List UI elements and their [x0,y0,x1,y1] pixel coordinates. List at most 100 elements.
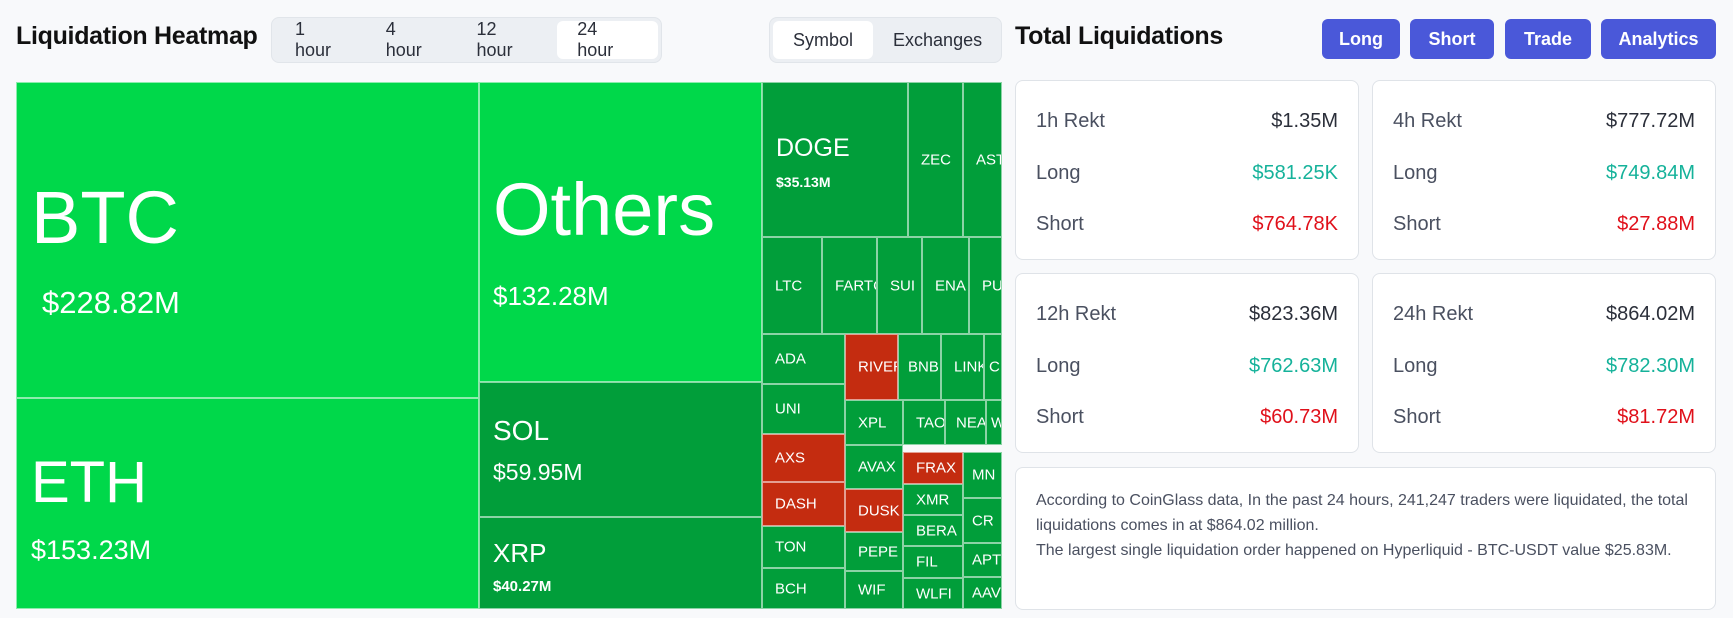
tab-1-hour[interactable]: 1 hour [295,19,332,60]
tile-wif[interactable]: WIF [845,571,903,609]
stats-row-long: Long $782.30M [1393,355,1695,378]
tile-value: $153.23M [31,535,152,565]
tab-12-hour[interactable]: 12 hour [476,19,513,60]
tile-fil[interactable]: FIL [903,546,963,578]
tile-symbol: SUI [890,277,916,294]
tile-sui[interactable]: SUI [877,237,922,334]
stats-value: $749.84M [1606,162,1695,184]
stats-row-short: Short $27.88M [1393,213,1695,236]
tab-exchanges[interactable]: Exchanges [893,29,983,50]
tile-symbol: AVAX [858,458,896,476]
tile-symbol: DASH [775,495,817,513]
stats-label: Short [1036,406,1084,428]
stats-card-4h: 4h Rekt $777.72M Long $749.84M Short $27.88… [1372,80,1716,260]
tile-symbol: NEA [956,414,986,431]
tile-symbol: MN [972,466,996,484]
stats-value: $27.88M [1617,213,1695,235]
tab-symbol[interactable]: Symbol [773,21,874,59]
tile-frax[interactable]: FRAX [903,452,963,484]
tile-bera[interactable]: BERA [903,515,963,546]
tile-pepe[interactable]: PEPE [845,532,903,571]
tile-value: $40.27M [493,578,552,595]
tile-symbol: W [991,414,1001,431]
tile-symbol: APT [972,551,1002,569]
tile-zec[interactable]: ZEC [908,82,963,237]
tile-axs[interactable]: AXS [762,434,845,482]
tile-symbol: XPL [858,414,887,431]
tile-symbol: AST [976,151,1001,168]
stats-label: Short [1393,406,1441,428]
tile-symbol: ETH [31,450,147,515]
tab-24-hour[interactable]: 24 hour [557,19,658,60]
stats-card-24h: 24h Rekt $864.02M Long $782.30M Short $81.7… [1372,273,1716,453]
stats-value: $762.63M [1249,355,1338,377]
tile-link[interactable]: LINK [941,334,984,400]
tile-btc[interactable]: BTC $228.82M [16,82,479,398]
tile-ton[interactable]: TON [762,526,845,568]
tile-ltc[interactable]: LTC [762,237,822,334]
tile-uni[interactable]: UNI [762,384,845,434]
tile-symbol: TON [775,538,807,556]
tile-dash[interactable]: DASH [762,482,845,526]
tab-4-hour[interactable]: 4 hour [385,19,422,60]
tile-symbol: UNI [775,400,801,418]
analytics-button[interactable]: Analytics [1601,19,1716,59]
stats-value: $782.30M [1606,355,1695,377]
tile-ast[interactable]: AST [963,82,1002,237]
stats-label: 4h Rekt [1393,110,1462,132]
tile-aav[interactable]: AAV [963,577,1002,609]
tile-cr[interactable]: CR [963,498,1002,543]
tile-bnb[interactable]: BNB [898,334,941,400]
tile-avax[interactable]: AVAX [845,445,903,489]
tile-dusk[interactable]: DUSK [845,489,903,532]
tile-bch[interactable]: BCH [762,568,845,609]
stats-label: Short [1036,213,1084,235]
tile-symbol: ZEC [921,151,951,168]
stats-row-long: Long $749.84M [1393,162,1695,185]
tile-doge[interactable]: DOGE $35.13M [762,82,908,237]
tile-symbol: FRAX [916,459,957,477]
short-button[interactable]: Short [1410,19,1494,59]
tile-others[interactable]: Others $132.28M [479,82,762,382]
stats-value: $1.35M [1271,110,1338,132]
stats-label: Long [1393,162,1438,184]
tile-xpl[interactable]: XPL [845,400,903,445]
tile-sol[interactable]: SOL $59.95M [479,382,762,517]
tile-symbol: BTC [31,176,179,259]
stats-row-short: Short $81.72M [1393,406,1695,429]
tile-eth[interactable]: ETH $153.23M [16,398,479,609]
tile-ada[interactable]: ADA [762,334,845,384]
stats-value: $864.02M [1606,303,1695,325]
tile-symbol: BERA [916,522,957,539]
stats-value: $60.73M [1260,406,1338,428]
tile-ena[interactable]: ENA [922,237,969,334]
tile-symbol: TAO [916,414,945,431]
tile-fartc[interactable]: FARTC [822,237,877,334]
tile-symbol: BNB [908,358,939,376]
heatmap-title: Liquidation Heatmap [16,22,258,50]
tile-symbol: BCH [775,580,807,597]
stats-value: $823.36M [1249,303,1338,325]
tile-xmr[interactable]: XMR [903,484,963,515]
tile-mn[interactable]: MN [963,452,1002,498]
tile-pu[interactable]: PU [969,237,1002,334]
tile-wlfi[interactable]: WLFI [903,578,963,609]
trade-button[interactable]: Trade [1505,19,1591,59]
tile-symbol: PU [982,277,1002,294]
tile-value: $228.82M [42,285,180,320]
tile-c[interactable]: C [984,334,1002,400]
tile-xrp[interactable]: XRP $40.27M [479,517,762,609]
tile-river[interactable]: RIVER [845,334,898,400]
tile-tao[interactable]: TAO [903,400,945,445]
tile-symbol: DUSK [858,502,900,519]
tile-nea[interactable]: NEA [945,400,986,445]
stats-label: Long [1393,355,1438,377]
long-button[interactable]: Long [1322,19,1400,59]
stats-label: Long [1036,162,1081,184]
stats-label: Short [1393,213,1441,235]
tile-symbol: ADA [775,350,806,368]
liquidation-summary-note: According to CoinGlass data, In the past… [1015,467,1716,610]
tile-w[interactable]: W [986,400,1002,445]
tile-apt[interactable]: APT [963,543,1002,577]
tile-symbol: AXS [775,449,806,467]
